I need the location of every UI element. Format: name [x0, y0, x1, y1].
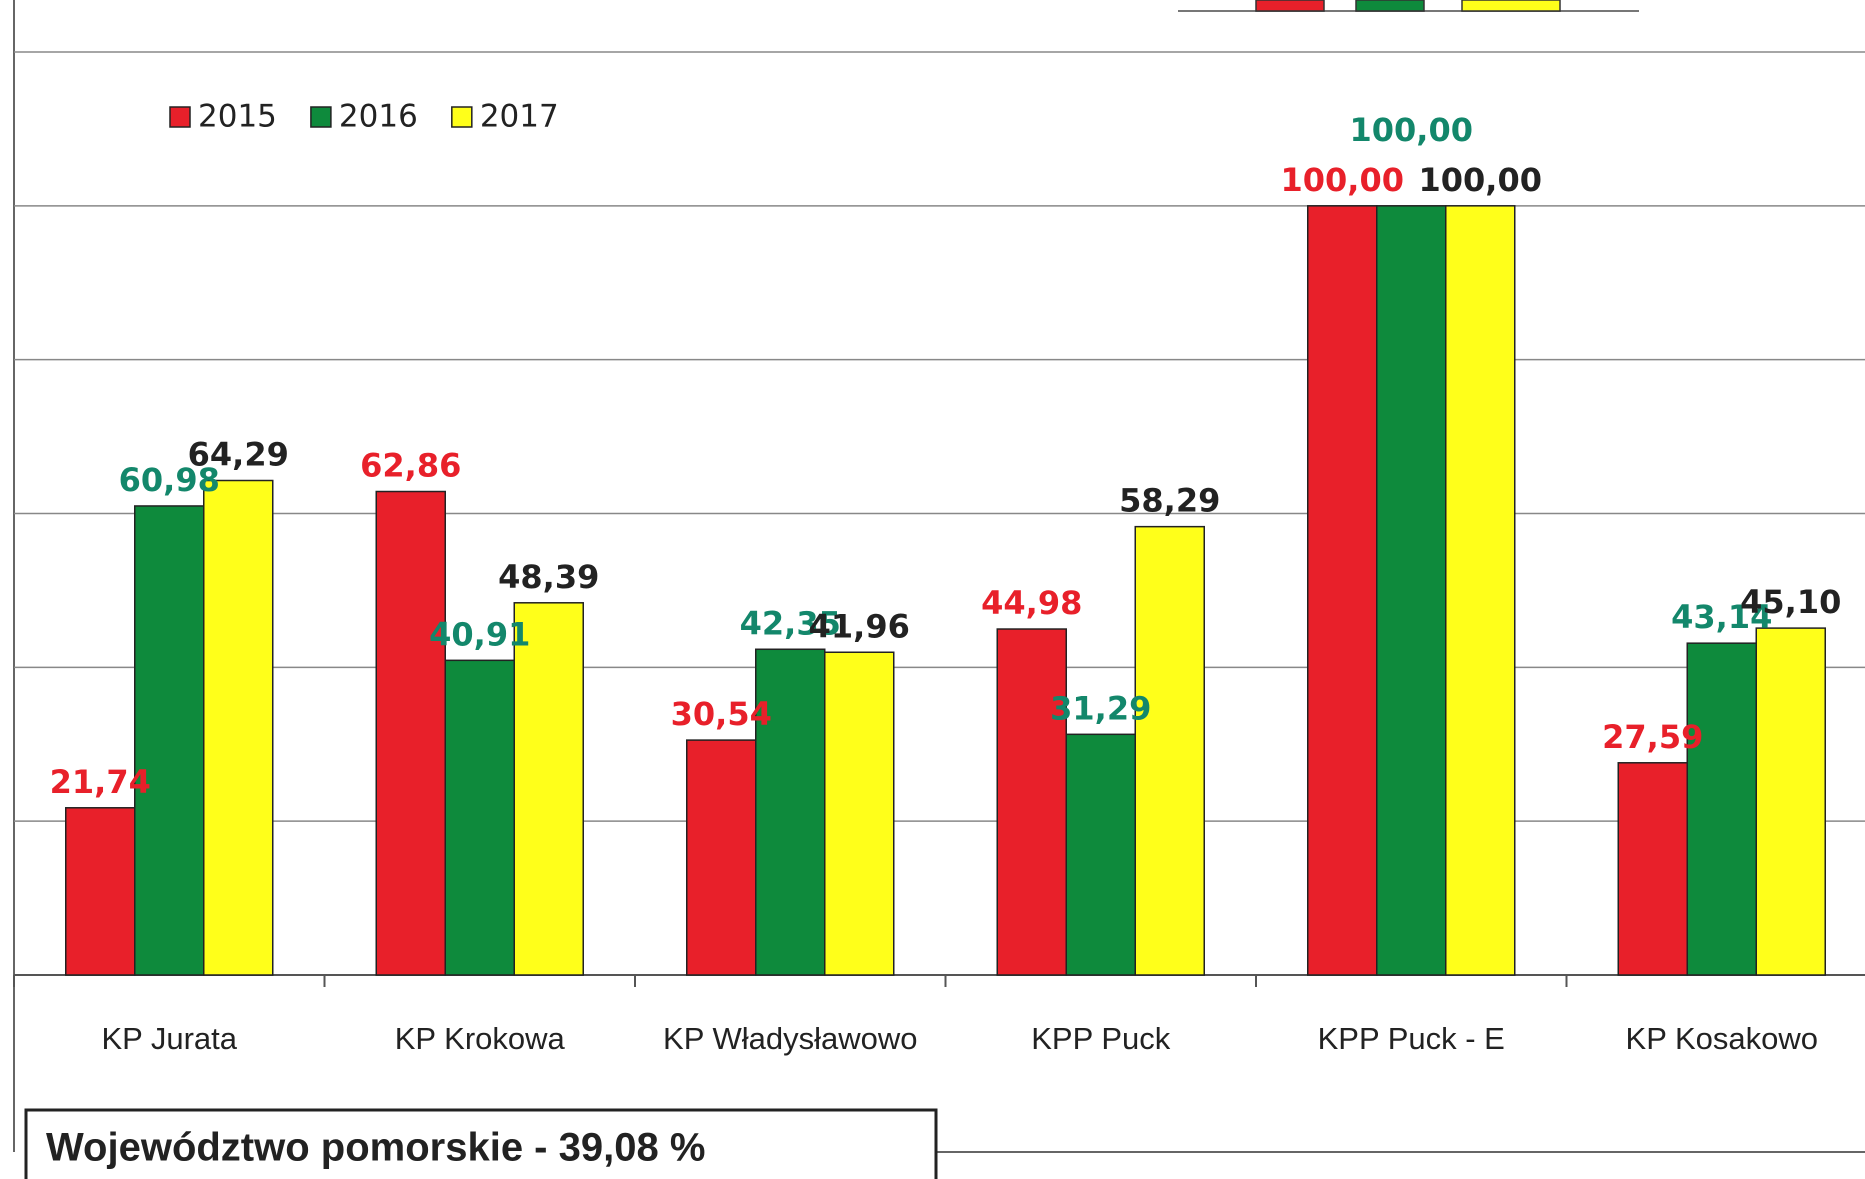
bar: [755, 648, 826, 976]
bar: [1755, 627, 1826, 976]
x-tick-label: KPP Puck: [1031, 1021, 1171, 1056]
annotation: Województwo pomorskie - 39,08 %: [46, 1126, 705, 1170]
bar: [1134, 525, 1205, 976]
value-label: 62,86: [360, 447, 461, 485]
legend-swatch: [169, 106, 191, 128]
bar: [513, 602, 584, 976]
value-label: 30,54: [671, 695, 772, 733]
value-label: 100,00: [1350, 111, 1473, 149]
value-label: 44,98: [981, 584, 1082, 622]
legend-swatch: [451, 106, 473, 128]
fragment-bar: [1461, 0, 1561, 12]
fragment-bar: [1355, 0, 1425, 12]
value-label: 27,59: [1602, 718, 1703, 756]
legend: 2015 2016 2017: [169, 99, 559, 135]
value-label: 100,00: [1281, 161, 1404, 199]
x-tick-label: KPP Puck - E: [1318, 1021, 1505, 1056]
bar: [1617, 762, 1688, 976]
grid: [13, 51, 1865, 987]
legend-label: 2017: [480, 99, 559, 135]
legend-label: 2015: [198, 99, 277, 135]
value-label: 31,29: [1050, 689, 1151, 727]
value-label: 60,98: [119, 461, 220, 499]
legend-label: 2016: [339, 99, 418, 135]
bar: [686, 739, 757, 976]
value-label: 58,29: [1119, 482, 1220, 520]
value-label: 42,35: [740, 604, 841, 642]
bars: [65, 205, 1826, 976]
fragment-bar: [1255, 0, 1325, 12]
value-label: 48,39: [498, 558, 599, 596]
value-label: 64,29: [188, 436, 289, 474]
annotation-box: [24, 1108, 938, 1179]
x-tick-label: KP Jurata: [101, 1021, 237, 1056]
bar: [1686, 642, 1757, 976]
bar: [996, 628, 1067, 976]
value-label: 41,96: [809, 607, 910, 645]
bar: [203, 479, 274, 976]
x-tick-label: KP Władysławowo: [663, 1021, 917, 1056]
bar: [1445, 205, 1516, 976]
legend-swatch: [310, 106, 332, 128]
value-label: 43,14: [1671, 598, 1772, 636]
bar: [1307, 205, 1378, 976]
bar: [65, 807, 136, 976]
bar: [444, 659, 515, 976]
value-label: 40,91: [429, 615, 530, 653]
bar: [375, 490, 446, 976]
bar: [134, 505, 205, 976]
bar: [824, 651, 895, 976]
x-tick-label: KP Krokowa: [395, 1021, 566, 1056]
value-label: 45,10: [1740, 583, 1841, 621]
value-label: 21,74: [50, 763, 151, 801]
x-tick-label: KP Kosakowo: [1626, 1021, 1818, 1056]
bar: [1376, 205, 1447, 976]
value-label: 100,00: [1419, 161, 1542, 199]
bar: [1065, 733, 1136, 976]
